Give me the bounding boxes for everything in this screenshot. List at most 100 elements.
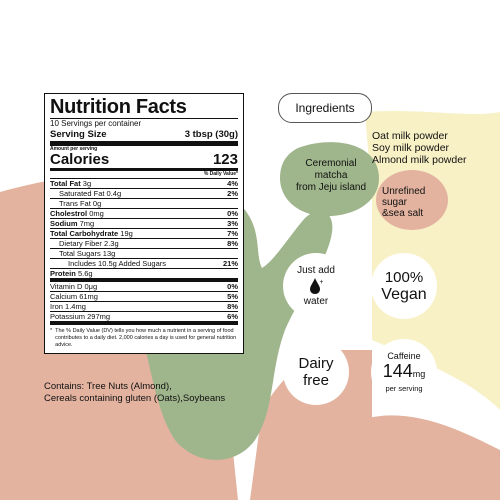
- matcha-top-shape: [280, 142, 379, 217]
- nutrient-amount: 2.3g: [104, 239, 119, 248]
- nutrition-title: Nutrition Facts: [50, 97, 238, 119]
- badge-text: free: [303, 372, 329, 389]
- badge-text: water: [303, 296, 329, 307]
- ingredient-oat-milk: Oat milk powder: [372, 130, 448, 142]
- nutrient-amount: 19g: [120, 229, 133, 238]
- badge-text: per serving: [385, 384, 423, 393]
- footnote-text: The % Daily Value (DV) tells you how muc…: [55, 328, 237, 348]
- sugar-ingredient: Unrefined sugar &sea salt: [382, 186, 425, 219]
- vegan-badge: 100% Vegan: [371, 253, 437, 319]
- nutrient-amount: 0.4g: [106, 189, 122, 198]
- nutrient-dv: 7%: [227, 229, 238, 238]
- nutrient-row-vitamin-d: Vitamin D 0μg 0%: [50, 282, 238, 292]
- nutrient-dv: 8%: [227, 239, 238, 248]
- amount-per-serving-label: Amount per serving: [50, 146, 98, 152]
- nutrient-amount: 5.6g: [77, 269, 93, 278]
- daily-value-footnote: * The % Daily Value (DV) tells you how m…: [50, 328, 238, 349]
- nutrient-amount: 13g: [102, 249, 116, 258]
- footnote-star: *: [50, 328, 53, 334]
- sugar-line-3: &sea salt: [382, 208, 424, 219]
- badge-text: 100%: [384, 268, 424, 286]
- badge-text: Caffeine: [387, 351, 421, 361]
- terracotta-right-shape: [250, 415, 500, 500]
- nutrient-dv: 3%: [227, 219, 238, 228]
- calories-row: Calories 123: [50, 152, 238, 171]
- milk-ingredients: Oat milk powder Soy milk powder Almond m…: [372, 130, 467, 166]
- sugar-line-2: sugar: [382, 197, 408, 208]
- ingredient-almond-milk: Almond milk powder: [372, 154, 467, 166]
- nutrient-dv: 2%: [227, 189, 238, 198]
- allergen-line-1: Contains: Tree Nuts (Almond),: [44, 381, 172, 392]
- nutrient-label: Cholestrol: [50, 209, 88, 218]
- nutrient-amount: 0μg: [84, 282, 98, 291]
- nutrient-row-protein: Protein 5.6g: [50, 269, 238, 282]
- nutrient-amount: 61mg: [79, 292, 98, 301]
- nutrient-label: Protein: [50, 269, 76, 278]
- nutrient-dv: 5%: [227, 292, 238, 301]
- nutrient-dv: 4%: [227, 179, 238, 188]
- just-add-water-badge: Just add + water: [283, 253, 349, 319]
- nutrient-label: Vitamin D: [50, 282, 83, 291]
- nutrient-dv: 0%: [227, 282, 238, 291]
- nutrient-amount: 0mg: [89, 209, 104, 218]
- caffeine-amount: 144mg: [383, 361, 426, 384]
- serving-size-row: Serving Size 3 tbsp (30g): [50, 129, 238, 146]
- nutrient-row-total-sugars: Total Sugars 13g: [50, 249, 238, 259]
- nutrient-dv: 6%: [227, 312, 238, 321]
- daily-value-header: % Daily Value*: [50, 171, 238, 179]
- matcha-line-3: from Jeju island: [295, 182, 367, 193]
- badge-text: Just add: [297, 265, 335, 276]
- nutrient-row-potassium: Potassium 297mg 6%: [50, 312, 238, 325]
- plus-sign: +: [319, 279, 323, 286]
- caffeine-unit: mg: [412, 369, 426, 379]
- nutrient-label: Total Carbohydrate: [50, 229, 119, 238]
- matcha-ingredient: Ceremonial matcha from Jeju island: [285, 158, 377, 194]
- badge-text: Vegan: [381, 285, 427, 303]
- nutrient-row-trans-fat: Trans Fat 0g: [50, 199, 238, 209]
- nutrient-row-saturated-fat: Saturated Fat 0.4g 2%: [50, 189, 238, 199]
- calories-label: Calories: [50, 151, 110, 168]
- sugar-blob: [376, 170, 448, 230]
- nutrient-row-sodium: Sodium 7mg 3%: [50, 219, 238, 229]
- allergen-statement: Contains: Tree Nuts (Almond), Cereals co…: [44, 381, 264, 405]
- nutrition-facts-label: Nutrition Facts 10 Servings per containe…: [44, 93, 244, 354]
- dairy-free-badge: Dairy free: [283, 339, 349, 405]
- nutrient-amount: 0g: [92, 199, 102, 208]
- matcha-line-2: matcha: [314, 170, 348, 181]
- ingredients-heading: Ingredients: [278, 93, 372, 123]
- nutrient-label: Total Sugars: [59, 249, 101, 258]
- nutrient-amount: 7mg: [79, 219, 95, 228]
- nutrient-dv: 8%: [227, 302, 238, 311]
- nutrient-row-cholestrol: Cholestrol 0mg 0%: [50, 209, 238, 219]
- servings-per-container: 10 Servings per container: [50, 119, 142, 128]
- serving-size-value: 3 tbsp (30g): [184, 129, 238, 140]
- nutrient-amount: 297mg: [87, 312, 111, 321]
- nutrient-dv: 21%: [222, 259, 238, 268]
- sugar-line-1: Unrefined: [382, 186, 426, 197]
- nutrient-row-total-carbohydrate: Total Carbohydrate 19g 7%: [50, 229, 238, 239]
- caffeine-badge: Caffeine 144mg per serving: [371, 339, 437, 405]
- nutrient-label: Dietary Fiber: [59, 239, 102, 248]
- allergen-line-2: Cereals containing gluten (Oats),Soybean…: [44, 393, 226, 404]
- nutrient-row-total-fat: Total Fat 3g 4%: [50, 179, 238, 189]
- nutrient-label: Total Fat: [50, 179, 81, 188]
- nutrient-row-calcium: Calcium 61mg 5%: [50, 292, 238, 302]
- nutrient-label: Includes 10.5g Added Sugars: [68, 259, 166, 268]
- nutrient-row-dietary-fiber: Dietary Fiber 2.3g 8%: [50, 239, 238, 249]
- nutrient-label: Sodium: [50, 219, 78, 228]
- amount-per-serving: Amount per serving: [50, 146, 238, 152]
- nutrient-label: Iron: [50, 302, 63, 311]
- nutrient-row-iron: Iron 1.4mg 8%: [50, 302, 238, 312]
- nutrient-label: Calcium: [50, 292, 78, 301]
- nutrient-label: Saturated Fat: [59, 189, 105, 198]
- serving-size-label: Serving Size: [50, 129, 107, 140]
- ingredient-soy-milk: Soy milk powder: [372, 142, 450, 154]
- matcha-line-1: Ceremonial: [305, 158, 357, 169]
- badge-text: Dairy: [298, 355, 334, 372]
- water-drop-icon: +: [310, 278, 323, 294]
- nutrient-amount: 1.4mg: [65, 302, 86, 311]
- daily-value-header-label: % Daily Value*: [203, 171, 238, 177]
- nutrient-amount: 3g: [82, 179, 92, 188]
- nutrient-label: Potassium: [50, 312, 86, 321]
- calories-value: 123: [212, 151, 238, 168]
